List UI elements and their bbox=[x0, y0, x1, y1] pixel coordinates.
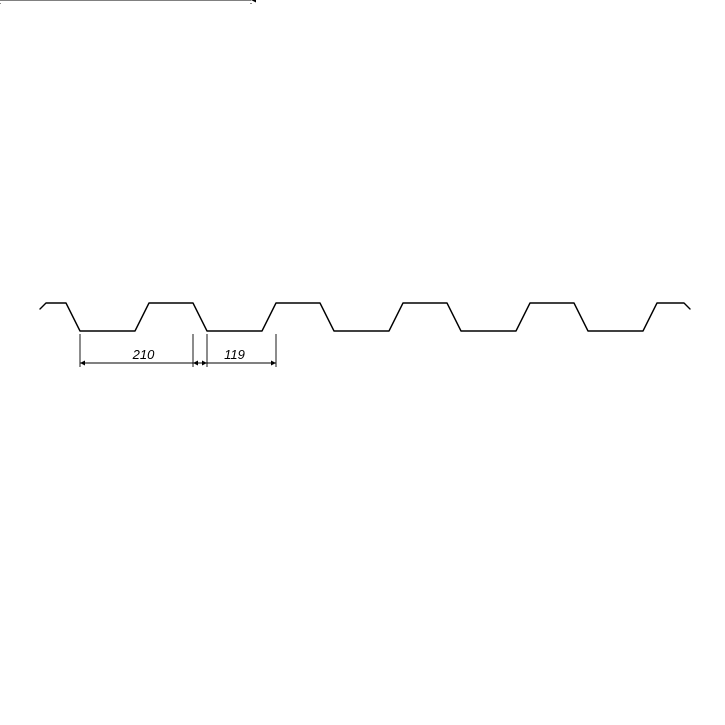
dim-pitch: 210 bbox=[80, 334, 207, 367]
dim-trough-bottom: 119 bbox=[193, 334, 276, 367]
profile-cross-section bbox=[40, 303, 690, 331]
svg-text:210: 210 bbox=[132, 347, 155, 362]
svg-text:119: 119 bbox=[224, 347, 245, 362]
dimension-set: 210 119 bbox=[0, 0, 276, 367]
